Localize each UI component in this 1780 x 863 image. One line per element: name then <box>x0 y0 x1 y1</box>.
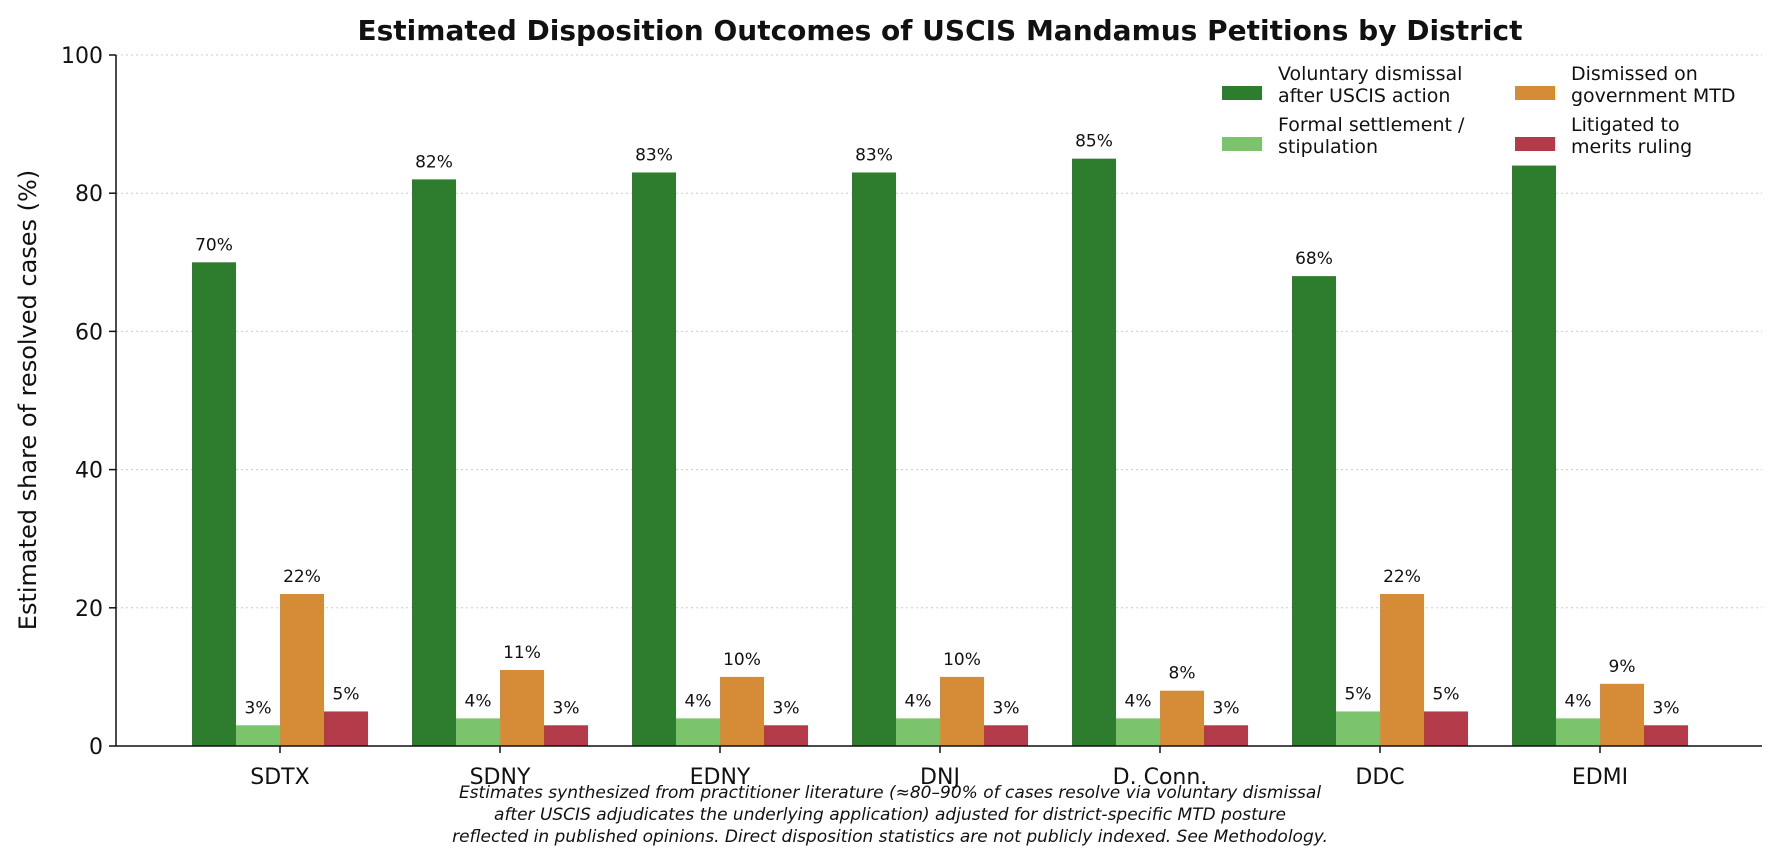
bar <box>236 725 280 746</box>
bar <box>1072 158 1116 746</box>
bar <box>500 669 544 746</box>
bar <box>676 718 720 746</box>
bar <box>1204 725 1248 746</box>
data-label: 4% <box>465 691 492 711</box>
legend-label: Litigated to <box>1571 114 1680 136</box>
y-axis-title: Estimated share of resolved cases (%) <box>14 170 42 630</box>
data-label: 3% <box>1213 698 1240 718</box>
bar <box>940 676 984 746</box>
legend-label: after USCIS action <box>1278 85 1450 107</box>
y-tick-label: 80 <box>75 182 103 207</box>
legend-label: Voluntary dismissal <box>1278 63 1462 85</box>
data-label: 8% <box>1169 664 1196 684</box>
data-label: 82% <box>415 152 453 172</box>
bar <box>1160 690 1204 746</box>
data-label: 85% <box>1075 132 1113 152</box>
legend-label: Formal settlement / <box>1278 114 1465 136</box>
bar <box>984 725 1028 746</box>
legend-swatch <box>1222 86 1262 100</box>
y-tick-label: 20 <box>75 597 103 622</box>
data-label: 4% <box>1565 691 1592 711</box>
data-labels: 70% 3% 22% 5% 82% 4% 11% 3% 83% 4% 10% 3% 83% 4% 10% 3%… <box>195 132 1679 719</box>
x-tick-label: EDNY <box>690 765 751 790</box>
data-label: 83% <box>855 145 893 165</box>
x-tick-label: DDC <box>1355 765 1404 790</box>
bar <box>1424 711 1468 746</box>
x-tick-label: D. Conn. <box>1113 765 1208 790</box>
data-label: 5% <box>333 684 360 704</box>
y-tick-label: 40 <box>75 459 103 484</box>
bar <box>720 676 764 746</box>
bar <box>1292 276 1336 746</box>
data-label: 22% <box>283 567 321 587</box>
y-tick-label: 0 <box>89 735 103 760</box>
data-label: 70% <box>195 235 233 255</box>
data-label: 3% <box>993 698 1020 718</box>
footnote-line: Estimates synthesized from practitioner … <box>459 783 1321 803</box>
bar <box>1556 718 1600 746</box>
axes: 0 20 40 60 80 100 SDTX SDNY EDNY DNJ D. Conn. DDC ED… <box>61 44 1762 790</box>
chart-title: Estimated Disposition Outcomes of USCIS … <box>358 14 1523 47</box>
footnote-line: reflected in published opinions. Direct … <box>452 827 1328 847</box>
y-tick-label: 60 <box>75 320 103 345</box>
bar <box>852 172 896 747</box>
legend-swatch <box>1222 137 1262 151</box>
bar <box>1116 718 1160 746</box>
data-label: 3% <box>245 698 272 718</box>
legend-swatch <box>1515 86 1555 100</box>
bar <box>544 725 588 746</box>
data-label: 3% <box>553 698 580 718</box>
data-label: 5% <box>1345 684 1372 704</box>
y-tick-label: 100 <box>61 44 103 69</box>
x-tick-label: EDMI <box>1572 765 1628 790</box>
bar <box>1380 593 1424 746</box>
legend-label: government MTD <box>1571 85 1736 107</box>
data-label: 10% <box>723 650 761 670</box>
footnote-line: after USCIS adjudicates the underlying a… <box>494 805 1286 825</box>
bar <box>896 718 940 746</box>
bar <box>192 262 236 746</box>
data-label: 4% <box>685 691 712 711</box>
bar <box>632 172 676 747</box>
data-label: 10% <box>943 650 981 670</box>
data-label: 83% <box>635 145 673 165</box>
bar <box>1600 683 1644 746</box>
x-tick-label: DNJ <box>920 765 960 790</box>
bar <box>1336 711 1380 746</box>
data-label: 4% <box>1125 691 1152 711</box>
bar <box>456 718 500 746</box>
data-label: 3% <box>1653 698 1680 718</box>
data-label: 5% <box>1433 684 1460 704</box>
bar <box>764 725 808 746</box>
data-label: 3% <box>773 698 800 718</box>
data-label: 4% <box>905 691 932 711</box>
legend-label: stipulation <box>1278 136 1378 158</box>
legend-swatch <box>1515 137 1555 151</box>
bar <box>412 179 456 746</box>
bars <box>192 158 1688 747</box>
x-tick-label: SDTX <box>250 765 309 790</box>
data-label: 11% <box>503 643 541 663</box>
footnote: Estimates synthesized from practitioner … <box>452 783 1328 847</box>
x-tick-label: SDNY <box>470 765 531 790</box>
data-label: 22% <box>1383 567 1421 587</box>
bar <box>1644 725 1688 746</box>
data-label: 9% <box>1609 657 1636 677</box>
bar <box>1512 165 1556 746</box>
legend-label: merits ruling <box>1571 136 1692 158</box>
bar <box>280 593 324 746</box>
data-label: 68% <box>1295 249 1333 269</box>
grid-lines <box>116 54 1762 609</box>
bar <box>324 711 368 746</box>
legend-label: Dismissed on <box>1571 63 1698 85</box>
